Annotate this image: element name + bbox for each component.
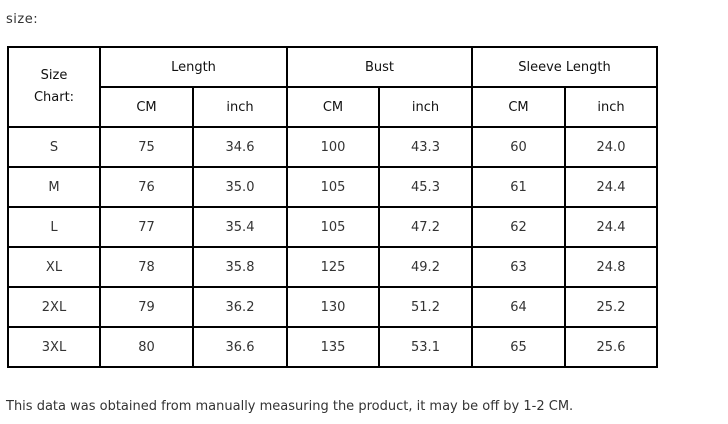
measure-cell: 65 [471, 326, 566, 368]
unit-row: CM inch CM inch CM inch [8, 86, 658, 128]
size-cell: L [7, 206, 101, 248]
measure-cell: 45.3 [378, 166, 473, 208]
corner-text: Size Chart: [33, 68, 75, 105]
measure-cell: 135 [286, 326, 380, 368]
measure-cell: 25.6 [564, 326, 658, 368]
measure-cell: 100 [286, 126, 380, 168]
measure-cell: 51.2 [378, 286, 473, 328]
group-header: Sleeve Length [471, 46, 658, 88]
measure-cell: 35.0 [192, 166, 288, 208]
unit-header: CM [471, 86, 566, 128]
header-row: Size Chart: Length Bust Sleeve Length [7, 46, 658, 128]
measure-cell: 49.2 [378, 246, 473, 288]
unit-header: CM [286, 86, 380, 128]
measure-cell: 75 [99, 126, 194, 168]
size-label: size: [6, 12, 39, 27]
measure-cell: 35.8 [192, 246, 288, 288]
measure-cell: 53.1 [378, 326, 473, 368]
corner-cell: Size Chart: [7, 46, 101, 128]
data-row: 3XL 80 36.6 135 53.1 65 25.6 [7, 326, 658, 368]
unit-header: inch [378, 86, 473, 128]
table-body: Size Chart: Length Bust Sleeve Length CM inch… [7, 46, 658, 368]
measure-cell: 24.4 [564, 206, 658, 248]
measure-cell: 24.8 [564, 246, 658, 288]
data-row: M 76 35.0 105 45.3 61 24.4 [7, 166, 658, 208]
measure-cell: 43.3 [378, 126, 473, 168]
group-header: Length [99, 46, 288, 88]
size-cell: S [7, 126, 101, 168]
measure-cell: 60 [471, 126, 566, 168]
measure-cell: 36.2 [192, 286, 288, 328]
size-cell: 2XL [7, 286, 101, 328]
measure-cell: 63 [471, 246, 566, 288]
measure-cell: 62 [471, 206, 566, 248]
unit-header: inch [564, 86, 658, 128]
measure-cell: 76 [99, 166, 194, 208]
size-cell: XL [7, 246, 101, 288]
group-header: Bust [286, 46, 473, 88]
size-cell: 3XL [7, 326, 101, 368]
measure-cell: 61 [471, 166, 566, 208]
measure-cell: 130 [286, 286, 380, 328]
measure-cell: 105 [286, 166, 380, 208]
unit-header: inch [192, 86, 288, 128]
measure-cell: 105 [286, 206, 380, 248]
data-row: L 77 35.4 105 47.2 62 24.4 [7, 206, 658, 248]
measure-cell: 24.0 [564, 126, 658, 168]
measure-cell: 34.6 [192, 126, 288, 168]
footer-note: This data was obtained from manually mea… [6, 399, 574, 414]
data-row: XL 78 35.8 125 49.2 63 24.8 [7, 246, 658, 288]
size-table: Size Chart: Length Bust Sleeve Length CM inch… [7, 46, 658, 368]
size-cell: M [7, 166, 101, 208]
measure-cell: 79 [99, 286, 194, 328]
measure-cell: 125 [286, 246, 380, 288]
measure-cell: 78 [99, 246, 194, 288]
measure-cell: 24.4 [564, 166, 658, 208]
measure-cell: 25.2 [564, 286, 658, 328]
measure-cell: 35.4 [192, 206, 288, 248]
measure-cell: 64 [471, 286, 566, 328]
measure-cell: 36.6 [192, 326, 288, 368]
data-row: 2XL 79 36.2 130 51.2 64 25.2 [7, 286, 658, 328]
data-row: S 75 34.6 100 43.3 60 24.0 [7, 126, 658, 168]
measure-cell: 47.2 [378, 206, 473, 248]
unit-header: CM [99, 86, 194, 128]
measure-cell: 77 [99, 206, 194, 248]
measure-cell: 80 [99, 326, 194, 368]
